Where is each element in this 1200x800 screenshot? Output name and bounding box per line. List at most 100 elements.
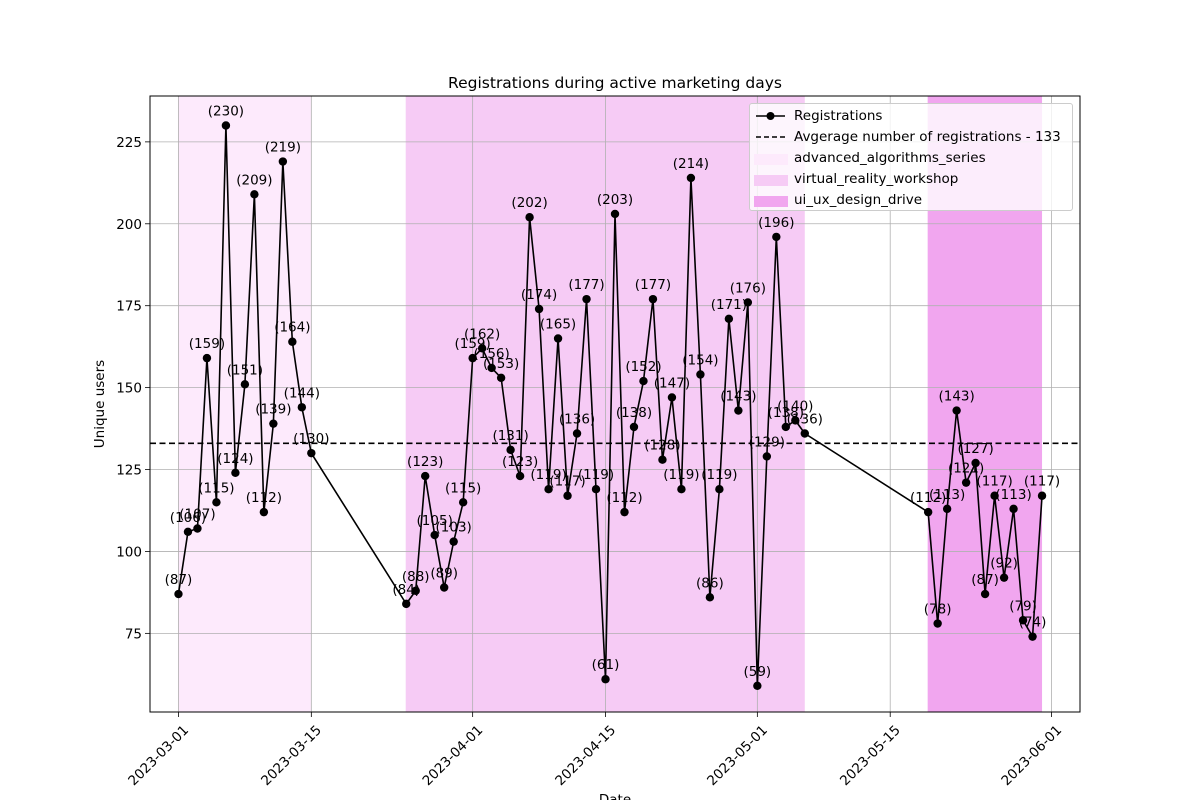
data-label: (156) [473,346,509,362]
data-label: (61) [592,657,620,673]
data-point [582,294,591,304]
data-point [515,471,525,481]
data-point [715,484,724,494]
y-ticks: 75 100 125 150 175 200 225 [116,135,150,642]
data-label: (106) [170,510,206,526]
data-point [174,589,183,599]
data-point [183,527,193,536]
data-label: (79) [1009,598,1037,614]
data-point [458,498,468,507]
legend-label: advanced_algorithms_series [794,150,986,166]
data-label: (152) [625,359,661,375]
data-point [1018,616,1028,625]
data-point [762,452,772,461]
x-ticks: 2023-03-01 2023-03-15 2023-04-01 2023-04-15… [125,712,1065,789]
data-point [278,157,288,166]
plot-frame [149,95,1081,713]
legend-label: virtual_reality_workshop [794,171,959,187]
x-tick-label: 2023-05-01 [704,722,771,789]
data-label: (119) [578,467,614,483]
data-point [591,484,601,494]
data-point [971,458,980,468]
campaign-span-advanced_algorithms_series [178,96,312,712]
legend-label: Avgerage number of registrations - 133 [794,129,1061,145]
data-point [269,419,278,428]
data-label: (121) [948,461,984,477]
y-tick-label: 150 [116,381,142,397]
data-point [487,363,496,373]
legend-item-average: Avgerage number of registrations - 133 [750,128,1072,148]
data-point [212,498,221,507]
data-point [1028,632,1037,641]
data-label: (203) [597,192,633,208]
data-point [202,353,212,363]
y-tick-label: 175 [116,299,142,315]
data-label: (176) [730,280,766,296]
data-label: (139) [255,402,291,418]
data-point [193,524,202,533]
x-tick-label: 2023-05-15 [837,722,904,789]
data-label: (119) [701,467,737,483]
data-point [544,484,553,494]
data-label: (115) [445,480,481,496]
data-label: (123) [502,454,538,470]
data-point [240,380,250,389]
data-point [942,504,952,514]
data-label: (112) [246,490,282,506]
data-label: (124) [217,451,253,467]
data-point [477,344,487,353]
data-label: (196) [758,215,794,231]
x-axis-label: Date [599,792,631,800]
data-label: (127) [957,441,993,457]
x-tick-label: 2023-04-01 [419,722,486,789]
data-label: (230) [208,103,244,119]
data-point [990,491,999,500]
data-label: (174) [521,287,557,303]
data-label: (87) [165,572,193,588]
data-label: (107) [179,507,215,523]
data-label: (162) [464,326,500,342]
data-label: (219) [265,140,301,156]
data-label: (105) [417,513,453,529]
data-label: (115) [198,480,234,496]
data-point [288,337,297,346]
data-label: (165) [540,316,576,332]
color-swatch [754,154,788,165]
data-point [402,599,411,609]
data-label: (138) [768,405,804,421]
data-point [601,675,610,684]
legend: Registrations Avgerage number of registr… [749,103,1073,211]
data-label: (153) [483,356,519,372]
data-point [231,468,240,478]
dashed-line-icon [756,136,785,138]
data-point [952,406,961,415]
data-label: (86) [696,575,724,591]
legend-item-advanced-algorithms: advanced_algorithms_series [750,149,1072,169]
data-label: (164) [274,320,310,336]
data-point [791,416,800,425]
data-label: (89) [430,565,458,581]
data-point [411,586,420,595]
data-label: (151) [227,362,263,378]
data-point [781,422,791,432]
data-point [572,429,582,438]
data-label: (140) [777,398,813,414]
data-point [961,478,971,487]
data-point [439,583,449,592]
data-label: (112) [606,490,642,506]
data-label: (144) [284,385,320,401]
data-point [980,589,990,599]
data-point [534,304,544,314]
data-label: (202) [511,195,547,211]
data-point [449,537,458,546]
data-label: (92) [990,556,1018,572]
data-point [923,507,933,517]
data-point [506,445,515,455]
y-tick-label: 200 [116,217,142,233]
data-point [800,429,809,438]
data-point [620,507,629,517]
data-label: (129) [749,434,785,450]
data-label: (136) [787,411,823,427]
legend-label: ui_ux_design_drive [794,192,923,208]
x-tick-label: 2023-04-15 [552,722,619,789]
